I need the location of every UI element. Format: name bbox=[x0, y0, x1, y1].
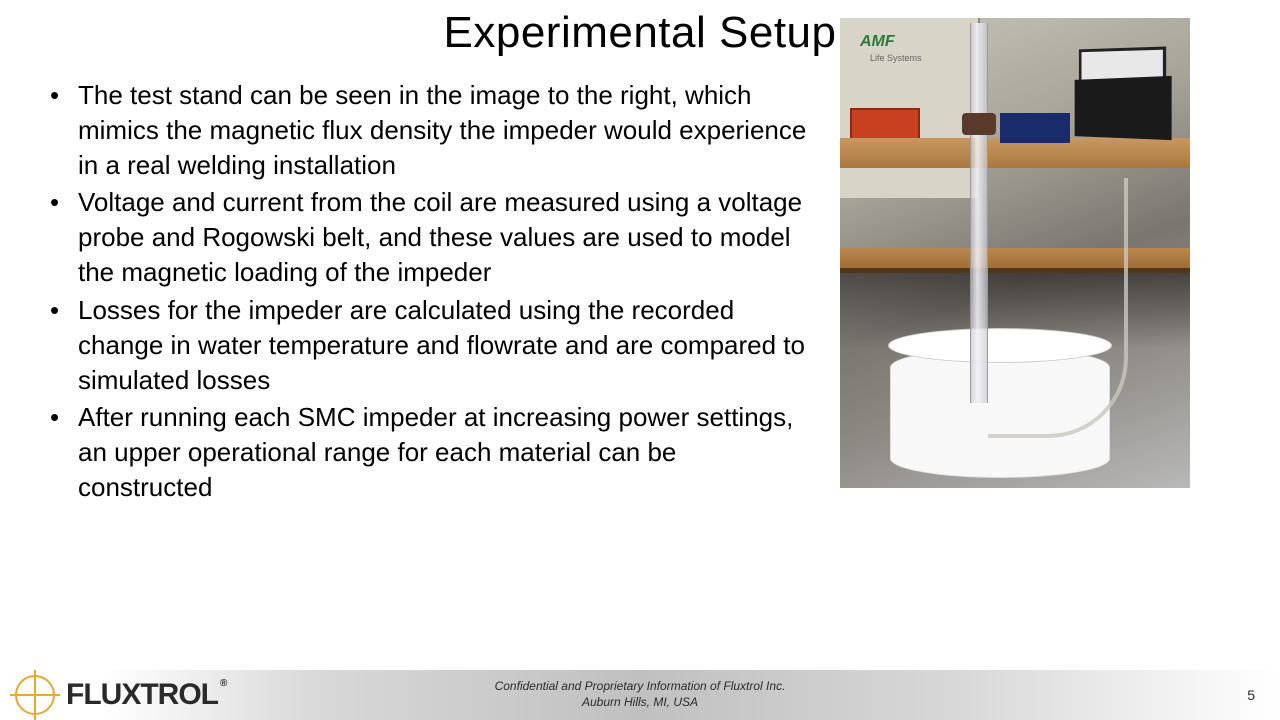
company-name: FLUXTROL bbox=[66, 678, 218, 711]
logo-hline-icon bbox=[10, 694, 60, 696]
photo-measurement-device bbox=[1000, 113, 1070, 143]
fluxtrol-logo-mark bbox=[10, 670, 60, 720]
bullet-item: The test stand can be seen in the image … bbox=[50, 78, 810, 183]
bullet-item: Losses for the impeder are calculated us… bbox=[50, 293, 810, 398]
content-area: The test stand can be seen in the image … bbox=[0, 58, 1280, 507]
fluxtrol-logo: FLUXTROL® bbox=[10, 670, 226, 720]
footer-confidential-text: Confidential and Proprietary Information… bbox=[495, 679, 786, 710]
bullet-item: Voltage and current from the coil are me… bbox=[50, 185, 810, 290]
footer-line1: Confidential and Proprietary Information… bbox=[495, 679, 786, 695]
registered-mark: ® bbox=[220, 678, 226, 689]
photo-hose bbox=[988, 178, 1128, 438]
slide-footer: FLUXTROL® Confidential and Proprietary I… bbox=[0, 670, 1280, 720]
photo-tube bbox=[970, 23, 988, 403]
photo-laptop-base bbox=[1075, 76, 1172, 140]
photo-amf-logo: AMF bbox=[860, 33, 895, 51]
footer-line2: Auburn Hills, MI, USA bbox=[495, 695, 786, 711]
bullet-item: After running each SMC impeder at increa… bbox=[50, 400, 810, 505]
photo-collar bbox=[962, 113, 996, 135]
fluxtrol-logo-text: FLUXTROL® bbox=[66, 678, 226, 712]
bullet-list: The test stand can be seen in the image … bbox=[50, 78, 810, 507]
photo-amf-subtext: Life Systems bbox=[870, 53, 922, 63]
experimental-setup-photo: AMF Life Systems bbox=[840, 18, 1190, 488]
page-number: 5 bbox=[1247, 687, 1255, 703]
